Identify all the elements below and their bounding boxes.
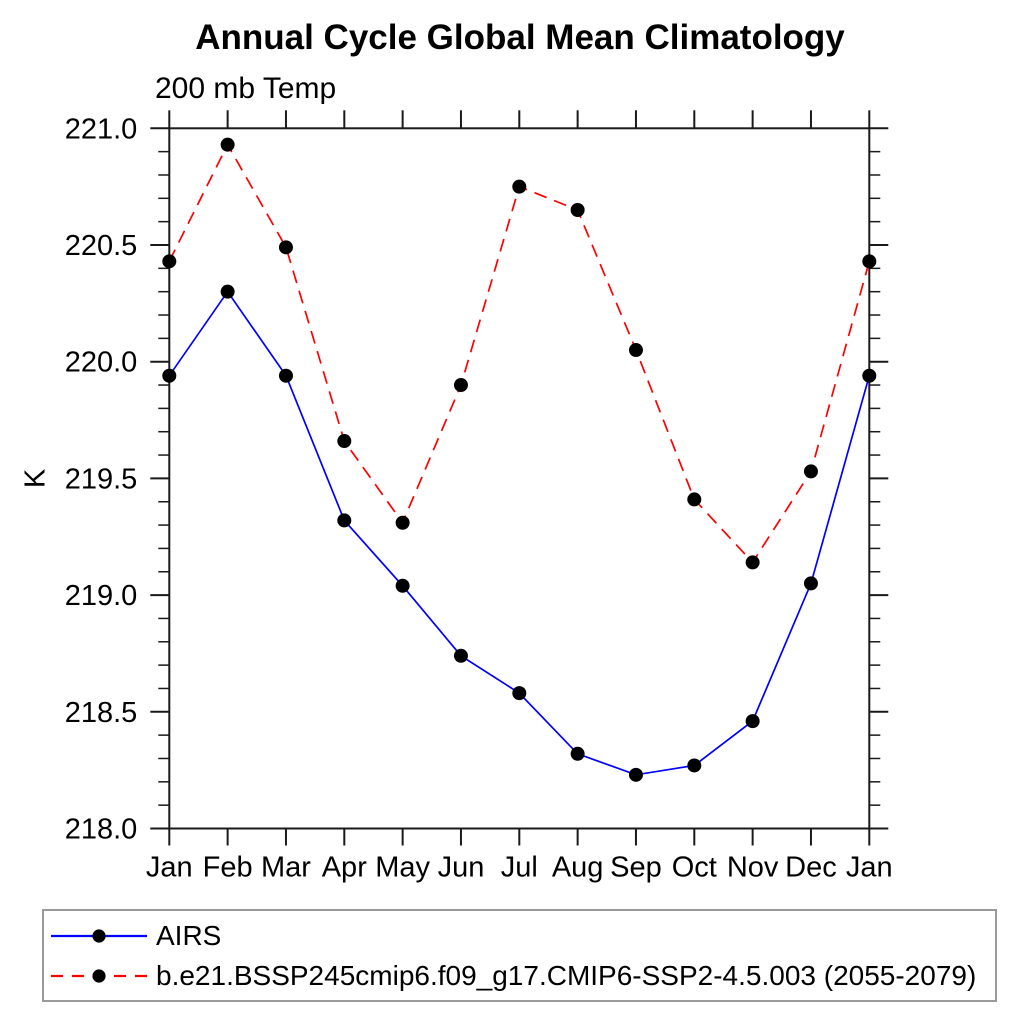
data-point bbox=[278, 368, 293, 383]
data-point bbox=[162, 368, 177, 383]
x-tick-label: Dec bbox=[785, 852, 837, 884]
data-point bbox=[745, 555, 760, 570]
x-tick-label: Mar bbox=[261, 852, 311, 884]
data-point bbox=[687, 758, 702, 773]
legend-item: b.e21.BSSP245cmip6.f09_g17.CMIP6-SSP2-4.… bbox=[44, 959, 995, 993]
chart-subtitle: 200 mb Temp bbox=[155, 72, 337, 105]
y-tick-label: 220.0 bbox=[65, 347, 138, 379]
data-point bbox=[687, 492, 702, 507]
y-tick-label: 218.5 bbox=[65, 697, 138, 729]
data-point bbox=[512, 179, 527, 194]
x-tick-label: Apr bbox=[322, 852, 367, 884]
legend-label: b.e21.BSSP245cmip6.f09_g17.CMIP6-SSP2-4.… bbox=[156, 959, 977, 991]
legend-label: AIRS bbox=[156, 919, 222, 951]
data-point bbox=[628, 343, 643, 358]
y-tick-label: 219.0 bbox=[65, 580, 138, 612]
x-tick-label: Jun bbox=[438, 852, 485, 884]
chart-title: Annual Cycle Global Mean Climatology bbox=[195, 18, 845, 57]
data-point bbox=[337, 513, 352, 528]
series-line bbox=[168, 142, 871, 564]
legend-line-swatch-solid bbox=[51, 928, 147, 943]
data-point bbox=[278, 240, 293, 255]
data-point bbox=[453, 648, 468, 663]
y-tick-label: 220.5 bbox=[65, 230, 138, 262]
data-point bbox=[745, 714, 760, 729]
y-tick-label: 221.0 bbox=[65, 113, 138, 145]
x-tick-label: Nov bbox=[727, 852, 779, 884]
data-point bbox=[803, 464, 818, 479]
data-point bbox=[220, 137, 235, 152]
x-tick-label: Jan bbox=[146, 852, 193, 884]
x-tick-label: Oct bbox=[672, 852, 717, 884]
x-tick-label: Sep bbox=[610, 852, 662, 884]
series-line bbox=[168, 290, 871, 776]
data-point bbox=[337, 434, 352, 449]
data-point bbox=[803, 576, 818, 591]
legend-item: AIRS bbox=[44, 919, 995, 953]
data-point bbox=[162, 254, 177, 269]
x-tick-label: Feb bbox=[203, 852, 253, 884]
plot-area: Jan Feb Mar Apr May Jun Jul Aug Sep Oct Nov Dec Jan2… bbox=[65, 110, 893, 884]
x-tick-label: Jul bbox=[501, 852, 538, 884]
x-tick-label: Aug bbox=[552, 852, 604, 884]
y-tick-label: 218.0 bbox=[65, 814, 138, 846]
x-tick-label: Jan bbox=[846, 852, 893, 884]
data-point bbox=[628, 767, 643, 782]
y-tick-label: 219.5 bbox=[65, 463, 138, 495]
data-point bbox=[395, 515, 410, 530]
x-tick-label: May bbox=[375, 852, 430, 884]
legend-line-swatch-dashed bbox=[51, 968, 147, 983]
data-point bbox=[862, 254, 877, 269]
data-point bbox=[862, 368, 877, 383]
data-point bbox=[395, 578, 410, 593]
data-point bbox=[453, 378, 468, 393]
legend: AIRS b.e21.BSSP245cmip6.f09_g17.CMIP6-SS… bbox=[42, 909, 997, 1002]
data-point bbox=[570, 202, 585, 217]
plot-frame bbox=[168, 127, 871, 830]
data-point bbox=[570, 746, 585, 761]
data-point bbox=[512, 686, 527, 701]
data-point bbox=[220, 284, 235, 299]
